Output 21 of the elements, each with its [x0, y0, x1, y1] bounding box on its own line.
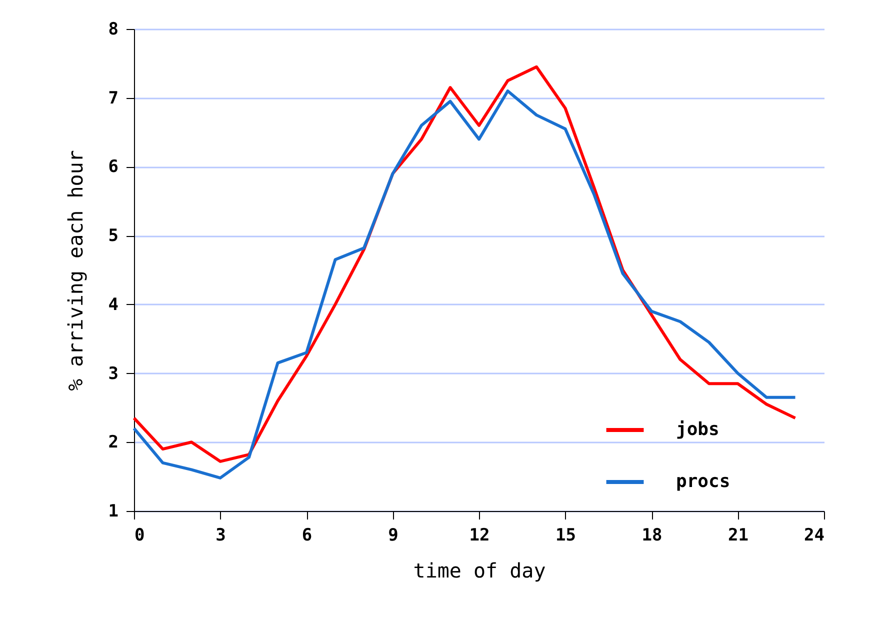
y-tick-label: 1 [108, 502, 118, 522]
x-tick-label: 3 [216, 526, 226, 546]
x-tick-label: 6 [302, 526, 312, 546]
x-tick-label: 24 [804, 526, 824, 546]
x-tick-label: 0 [134, 526, 145, 546]
x-axis-title: time of day [413, 558, 546, 582]
y-tick-label: 7 [108, 88, 118, 108]
y-tick-label: 6 [108, 157, 118, 178]
x-tick-label: 15 [556, 526, 576, 546]
x-tick-label: 21 [728, 526, 748, 546]
legend-label: jobs [676, 419, 720, 440]
y-tick-label: 8 [108, 20, 118, 40]
y-tick-label: 2 [108, 432, 118, 453]
y-axis-title: % arriving each hour [63, 150, 88, 391]
x-tick-label: 12 [469, 526, 490, 546]
y-tick-label: 3 [108, 364, 118, 384]
x-tick-label: 9 [388, 526, 398, 546]
x-tick-label: 18 [642, 526, 662, 546]
legend-label: procs [676, 471, 730, 492]
y-tick-label: 4 [108, 294, 118, 315]
y-tick-label: 5 [108, 226, 118, 246]
